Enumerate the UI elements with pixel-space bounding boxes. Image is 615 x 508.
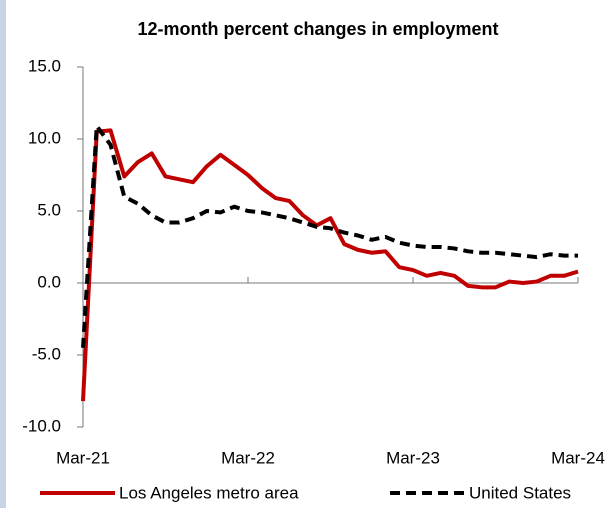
chart-title: 12-month percent changes in employment: [137, 19, 498, 39]
x-tick-label: Mar-23: [386, 448, 440, 467]
y-tick-label: -5.0: [32, 344, 61, 363]
legend-label: Los Angeles metro area: [119, 483, 299, 502]
y-tick-label: -10.0: [22, 416, 61, 435]
y-tick-label: 5.0: [37, 200, 61, 219]
x-tick-label: Mar-22: [221, 448, 275, 467]
y-tick-label: 15.0: [28, 56, 61, 75]
y-tick-label: 0.0: [37, 272, 61, 291]
x-tick-label: Mar-24: [551, 448, 605, 467]
y-tick-label: 10.0: [28, 128, 61, 147]
left-border: [0, 0, 6, 508]
legend-label: United States: [469, 483, 571, 502]
x-tick-label: Mar-21: [56, 448, 110, 467]
series-line: [81, 128, 579, 402]
series-line: [81, 124, 578, 348]
